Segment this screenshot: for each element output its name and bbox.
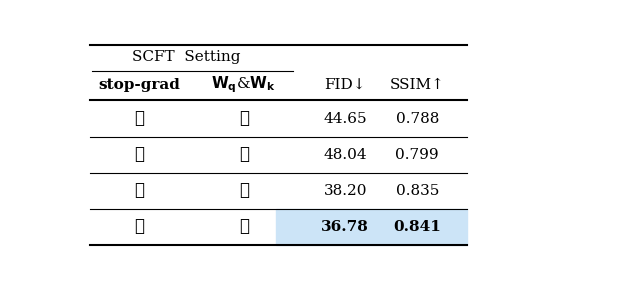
Text: ✗: ✗ (239, 218, 249, 235)
Text: 44.65: 44.65 (324, 112, 367, 126)
Text: 0.788: 0.788 (396, 112, 439, 126)
Text: 38.20: 38.20 (324, 184, 367, 198)
Text: stop-grad: stop-grad (99, 78, 180, 92)
Text: 0.841: 0.841 (394, 220, 441, 234)
Text: 0.835: 0.835 (396, 184, 439, 198)
Text: ✗: ✗ (239, 146, 249, 163)
Text: FID↓: FID↓ (324, 78, 366, 92)
Text: ✗: ✗ (134, 110, 145, 128)
Text: ✓: ✓ (239, 110, 249, 128)
Text: SCFT  Setting: SCFT Setting (132, 50, 241, 64)
Text: SSIM↑: SSIM↑ (390, 78, 445, 92)
Text: $\mathbf{W_q}$&$\mathbf{W_k}$: $\mathbf{W_q}$&$\mathbf{W_k}$ (211, 74, 276, 95)
Text: ✗: ✗ (134, 146, 145, 163)
Text: ✓: ✓ (239, 182, 249, 199)
Text: 0.799: 0.799 (396, 148, 439, 162)
Text: ✓: ✓ (134, 182, 145, 199)
Bar (276, 209, 467, 245)
Text: ✓: ✓ (134, 218, 145, 235)
Text: 36.78: 36.78 (321, 220, 369, 234)
Text: 48.04: 48.04 (324, 148, 367, 162)
